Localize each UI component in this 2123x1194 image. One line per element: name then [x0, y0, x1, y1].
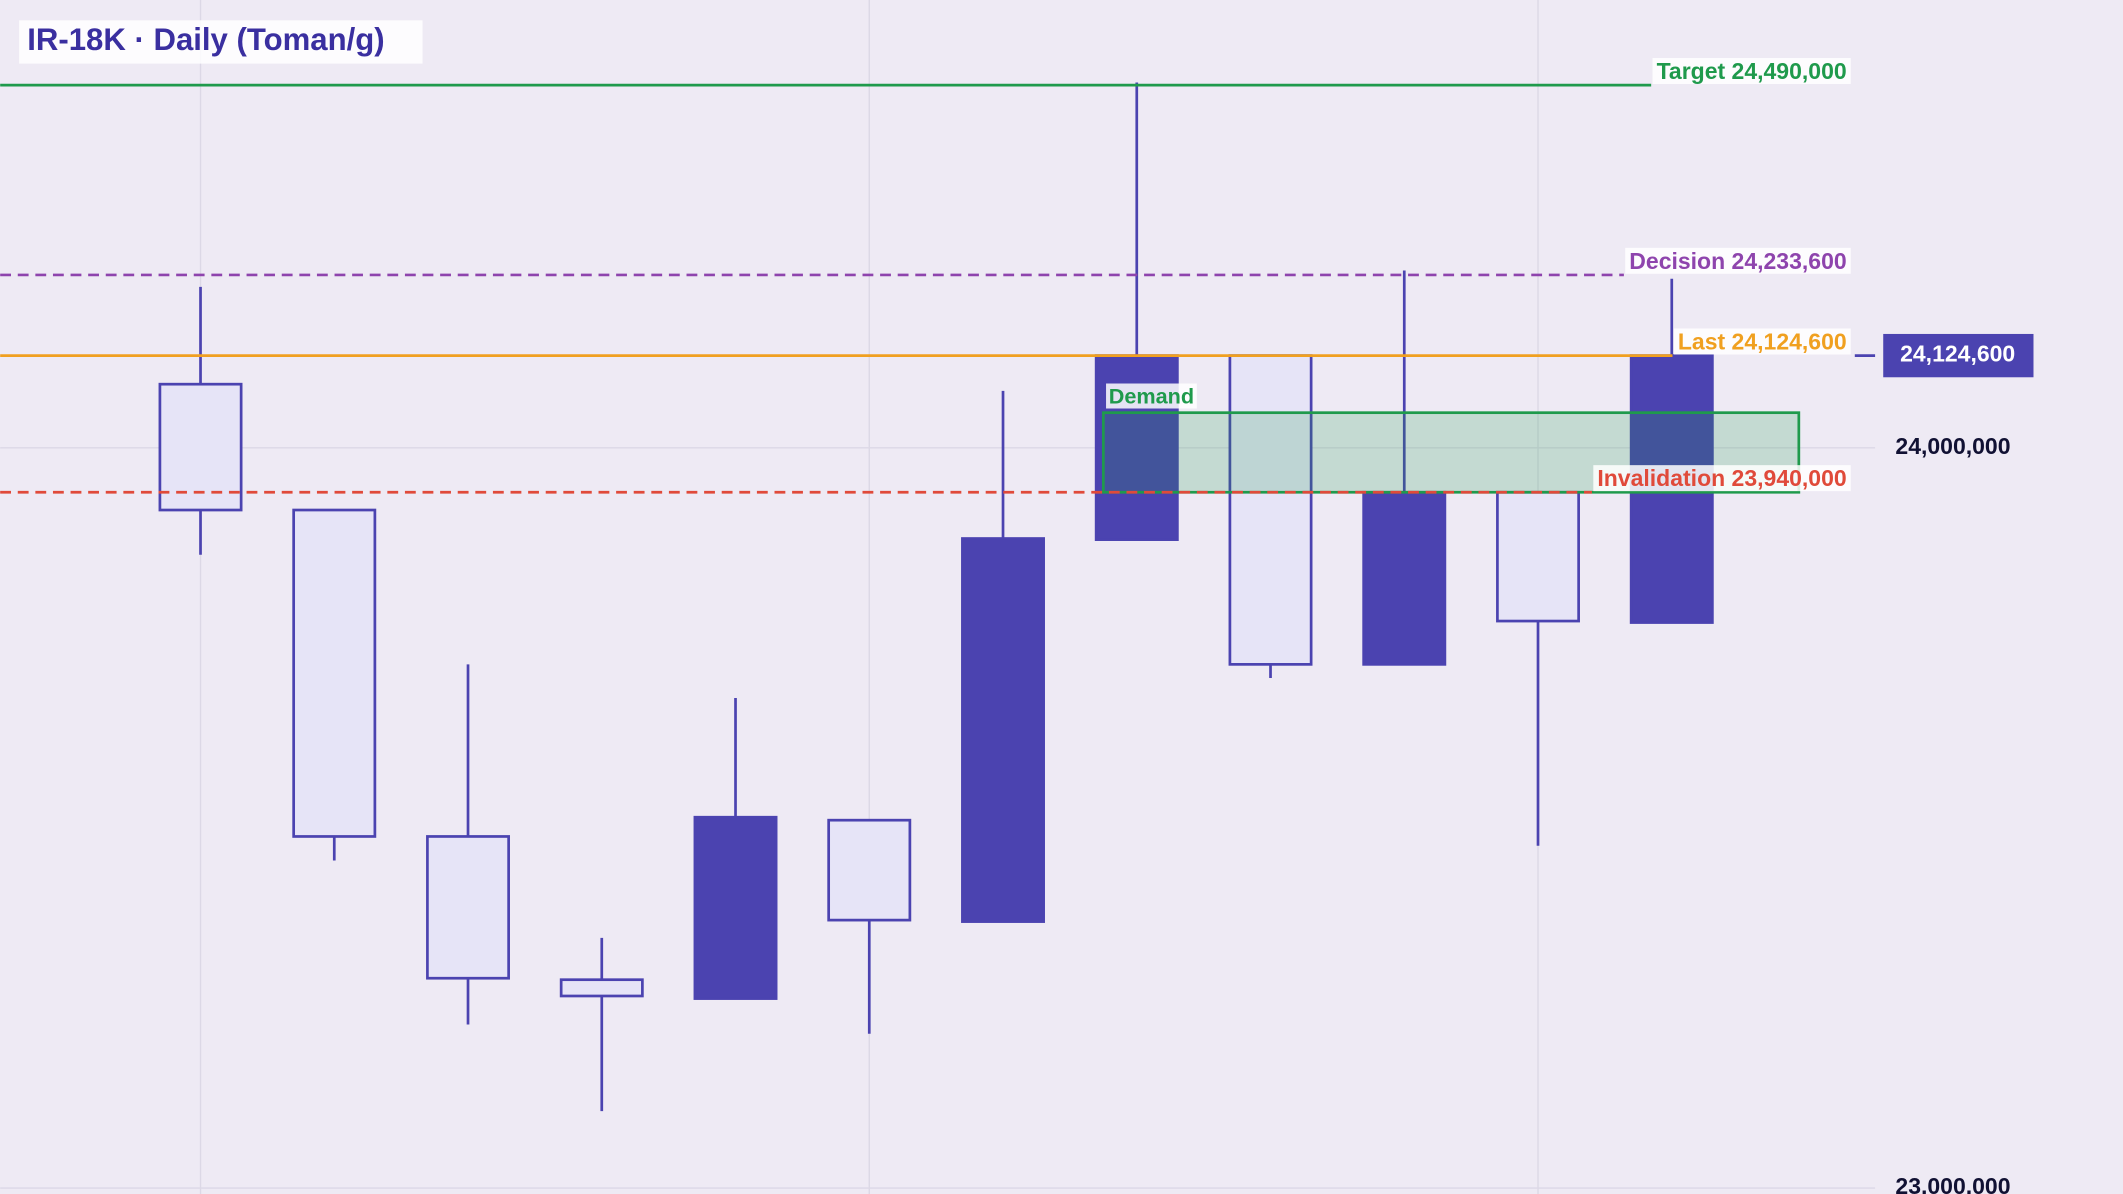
chart-title: IR-18K · Daily (Toman/g) [27, 22, 384, 57]
level-label-background [1625, 247, 1851, 274]
zone-label: Demand [1109, 384, 1194, 409]
y-tick-label: 24,000,000 [1895, 433, 2010, 459]
price-tag-label: 24,124,600 [1900, 341, 2015, 367]
candle-body [1362, 490, 1447, 666]
title-background [19, 20, 423, 64]
candle-body [1228, 354, 1313, 666]
candle-body [292, 508, 377, 838]
candle-body [559, 978, 644, 998]
candle-body [827, 818, 912, 922]
level-label: Last 24,124,600 [1678, 329, 1847, 355]
level-label: Target 24,490,000 [1657, 58, 1847, 84]
candle-body [158, 382, 243, 512]
level-label: Invalidation 23,940,000 [1597, 465, 1846, 491]
candle-body [1496, 490, 1580, 623]
y-tick-label: 23,000,000 [1895, 1173, 2010, 1194]
price-tag [1883, 333, 2034, 378]
level-label-background [1673, 328, 1851, 355]
zone-label-background [1106, 383, 1197, 409]
level-label-background [1593, 465, 1851, 492]
level-label-background [1652, 58, 1851, 85]
candle-body [693, 815, 778, 1000]
level-label: Decision 24,233,600 [1629, 248, 1846, 274]
candle-body [961, 537, 1045, 923]
candle-body [426, 835, 510, 980]
